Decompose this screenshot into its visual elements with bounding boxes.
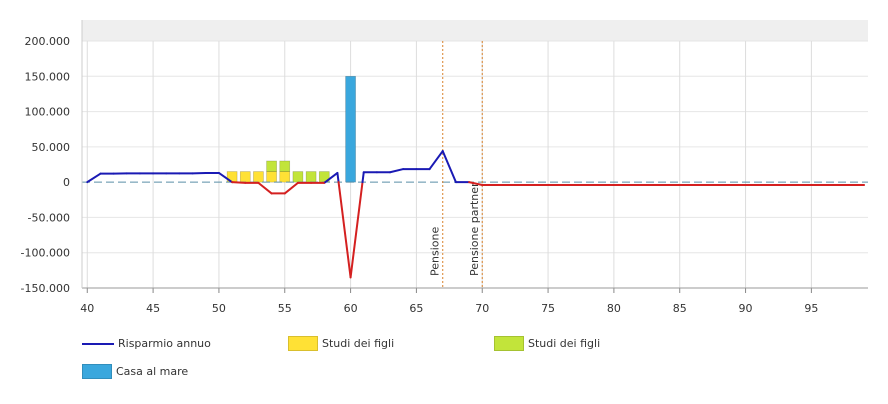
x-tick-label: 80: [607, 302, 621, 315]
bar: [280, 172, 290, 183]
bars-layer: [227, 76, 355, 182]
line-segment: [339, 182, 351, 277]
line-segment: [363, 172, 364, 182]
x-tick-label: 40: [80, 302, 94, 315]
bar: [267, 161, 277, 172]
bar: [293, 172, 303, 183]
axis-layer: 200.000 150.000 100.000 50.000 0 -50.000 -100.…: [21, 20, 868, 315]
line-segment: [285, 183, 298, 194]
y-tick-label: -50.000: [28, 211, 70, 224]
line-segment: [232, 182, 245, 183]
line-segment: [351, 182, 363, 277]
annotations-layer: Pensione Pensione partner: [429, 41, 482, 288]
x-tick-label: 90: [739, 302, 753, 315]
line-segment: [337, 173, 338, 182]
x-tick-label: 60: [344, 302, 358, 315]
y-tick-label: 200.000: [25, 35, 71, 48]
x-tick-label: 75: [541, 302, 555, 315]
line-segment: [443, 151, 456, 182]
line-segment: [87, 174, 100, 182]
bar: [306, 172, 316, 183]
annotation-label: Pensione: [429, 227, 442, 276]
x-tick-label: 65: [409, 302, 423, 315]
y-tick-label: 50.000: [32, 141, 71, 154]
line-segment: [390, 169, 403, 172]
y-tick-label: -150.000: [21, 282, 70, 295]
bar: [240, 172, 250, 183]
bar: [280, 161, 290, 172]
y-tick-label: 150.000: [25, 70, 71, 83]
y-tick-label: -100.000: [21, 247, 70, 260]
plot-header-band: [82, 20, 868, 41]
x-tick-label: 45: [146, 302, 160, 315]
x-tick-label: 70: [475, 302, 489, 315]
annotation-label: Pensione partner: [468, 182, 481, 276]
x-tick-label: 95: [804, 302, 818, 315]
x-tick-label: 50: [212, 302, 226, 315]
x-tick-label: 55: [278, 302, 292, 315]
y-tick-label: 0: [63, 176, 70, 189]
x-tick-label: 85: [673, 302, 687, 315]
line-segment: [258, 183, 271, 194]
bar: [253, 172, 263, 183]
bar: [267, 172, 277, 183]
bar: [346, 76, 356, 182]
y-tick-label: 100.000: [25, 106, 71, 119]
line-segment: [430, 151, 443, 169]
